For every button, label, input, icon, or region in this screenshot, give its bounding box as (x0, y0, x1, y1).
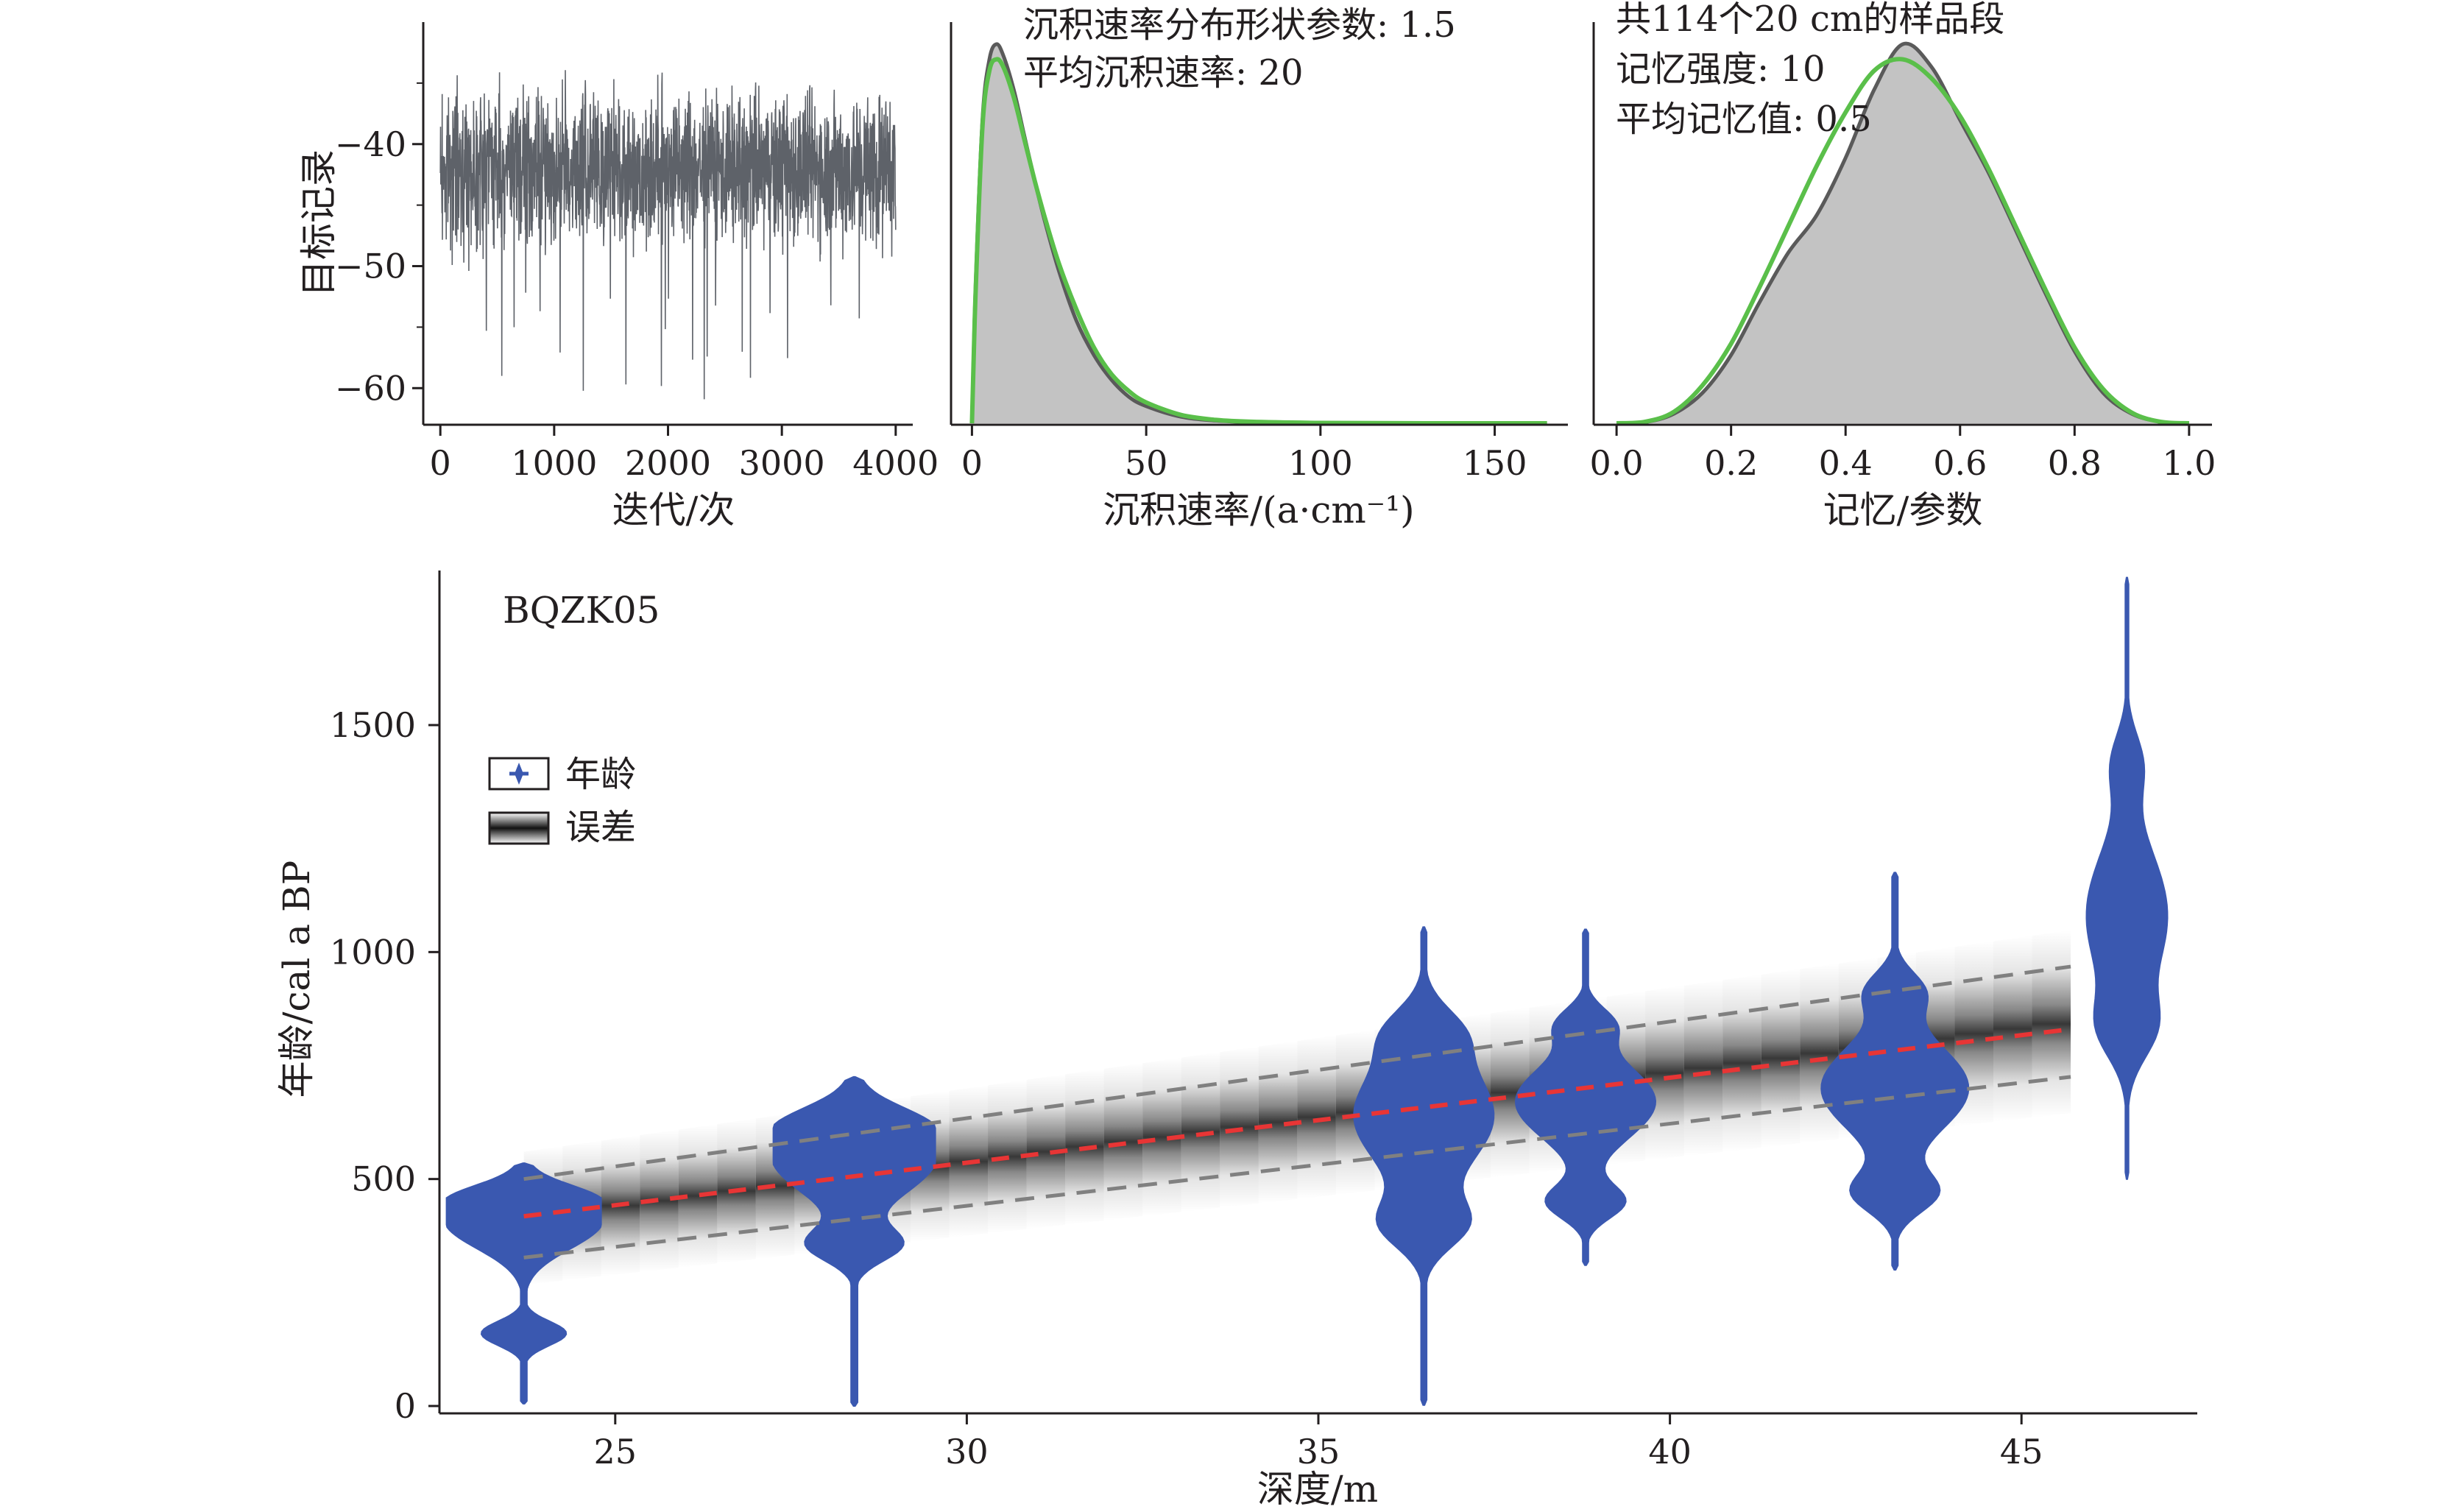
accumulation-x-tick-label: 100 (1288, 443, 1353, 483)
error-band-segment (1683, 980, 1723, 1156)
memory-x-ticks: 0.0 0.2 0.4 0.6 0.8 1.0 (1590, 425, 2216, 483)
error-band-segment (1761, 969, 1801, 1148)
error-band-segment (1297, 1035, 1336, 1199)
error-band-segment (1722, 974, 1761, 1152)
iterations-y-tick-label: −50 (335, 247, 406, 286)
legend: 年龄 误差 (488, 754, 636, 848)
memory-x-tick-label: 0.4 (1819, 443, 1873, 483)
error-band-segment (1220, 1046, 1259, 1208)
legend-item-age: 年龄 (488, 754, 636, 795)
memory-x-tick-label: 0.2 (1704, 443, 1758, 483)
age-depth-lower-ci-line (523, 1075, 2071, 1260)
age-depth-y-tick-label: 500 (351, 1159, 416, 1199)
accumulation-x-tick-label: 150 (1463, 443, 1527, 483)
age-depth-x-tick-label: 35 (1297, 1432, 1340, 1472)
age-depth-y-tick-label: 1000 (330, 932, 416, 972)
age-depth-x-ticks: 25 30 35 40 45 (594, 1413, 2043, 1472)
error-band-segment (1026, 1074, 1066, 1229)
age-depth-mean-line (523, 1027, 2071, 1219)
memory-annotation-strength: 记忆强度: 10 (1616, 49, 1826, 90)
error-band-segment (640, 1129, 679, 1272)
error-band-segment (1800, 963, 1839, 1144)
error-band-segment (1491, 1008, 1530, 1178)
age-depth-date-distributions (445, 576, 2169, 1407)
memory-x-tick-label: 0.6 (1933, 443, 1987, 483)
error-band-segment (1258, 1041, 1298, 1204)
date-distribution-violin (1820, 872, 1970, 1271)
age-depth-y-axis-label: 年龄/cal a BP (275, 861, 318, 1098)
accumulation-posterior-area (972, 43, 1547, 424)
iterations-y-ticks: −40 −50 −60 (335, 82, 423, 408)
iterations-y-axis-label: 目标记录 (297, 149, 340, 297)
error-band-segment (678, 1124, 718, 1268)
iterations-trace-line (439, 70, 897, 400)
memory-annotation-mean: 平均记忆值: 0.5 (1616, 99, 1872, 140)
age-depth-y-tick-label: 0 (395, 1386, 416, 1426)
legend-error-swatch (488, 811, 550, 845)
legend-item-error: 误差 (488, 807, 636, 848)
age-depth-upper-ci-line (523, 964, 2071, 1181)
age-depth-x-tick-label: 40 (1648, 1432, 1692, 1472)
age-depth-x-axis-label: 深度/m (1257, 1468, 1378, 1511)
legend-error-label: 误差 (565, 807, 636, 848)
iterations-panel: −40 −50 −60 0 1000 2000 3000 4000 迭代/次 目标记录 (297, 22, 939, 531)
memory-panel: 0.0 0.2 0.4 0.6 0.8 1.0 共114个20 cm的样品段 记忆强度: … (1590, 0, 2216, 531)
iterations-x-tick-label: 2000 (625, 443, 711, 483)
date-distribution-violin (445, 1162, 602, 1405)
memory-x-tick-label: 0.0 (1590, 443, 1644, 483)
date-distribution-violin (772, 1075, 936, 1407)
memory-x-tick-label: 1.0 (2162, 443, 2216, 483)
age-depth-panel: 0 500 1000 1500 25 30 35 40 45 BQZK05 深度/m 年龄/c… (275, 570, 2197, 1511)
error-band-segment (1993, 936, 2032, 1122)
memory-prior-line (1616, 57, 2190, 425)
iterations-x-tick-label: 3000 (739, 443, 825, 483)
iterations-x-tick-label: 0 (430, 443, 451, 483)
accumulation-prior-line (969, 57, 1547, 426)
error-band-segment (1142, 1057, 1181, 1217)
iterations-x-ticks: 0 1000 2000 3000 4000 (430, 425, 939, 483)
accumulation-annotation-shape: 沉积速率分布形状参数: 1.5 (1023, 4, 1456, 46)
core-id-label: BQZK05 (503, 589, 660, 632)
age-depth-x-tick-label: 30 (945, 1432, 989, 1472)
accumulation-rate-panel: 0 50 100 150 沉积速率分布形状参数: 1.5 平均沉积速率: 20 沉积速… (950, 4, 1568, 531)
accumulation-x-axis-label: 沉积速率/(a·cm⁻¹) (1103, 489, 1414, 531)
age-depth-y-ticks: 0 500 1000 1500 (330, 705, 439, 1426)
age-depth-x-tick-label: 45 (2000, 1432, 2043, 1472)
legend-age-label: 年龄 (565, 754, 636, 795)
error-band-segment (2032, 930, 2071, 1118)
memory-x-axis-label: 记忆/参数 (1823, 489, 1983, 531)
memory-posterior-area (1616, 43, 2189, 423)
date-distribution-violin (2085, 576, 2169, 1180)
accumulation-annotation-mean: 平均沉积速率: 20 (1023, 52, 1304, 93)
age-depth-x-tick-label: 25 (594, 1432, 637, 1472)
iterations-y-tick-label: −60 (335, 368, 406, 408)
date-distribution-violin (1514, 928, 1657, 1266)
iterations-x-axis-label: 迭代/次 (612, 489, 735, 531)
date-distribution-violin (1353, 926, 1495, 1406)
error-band-segment (1645, 985, 1684, 1161)
iterations-y-tick-label: −40 (335, 124, 406, 164)
accumulation-x-tick-label: 0 (961, 443, 983, 483)
iterations-x-tick-label: 4000 (852, 443, 939, 483)
memory-annotation-sections: 共114个20 cm的样品段 (1616, 0, 2004, 40)
accumulation-x-ticks: 0 50 100 150 (961, 425, 1527, 483)
error-band-segment (1181, 1052, 1220, 1212)
age-depth-y-tick-label: 1500 (330, 705, 416, 745)
iterations-trace (439, 70, 897, 400)
accumulation-x-tick-label: 50 (1125, 443, 1168, 483)
iterations-x-tick-label: 1000 (511, 443, 597, 483)
memory-x-tick-label: 0.8 (2048, 443, 2102, 483)
